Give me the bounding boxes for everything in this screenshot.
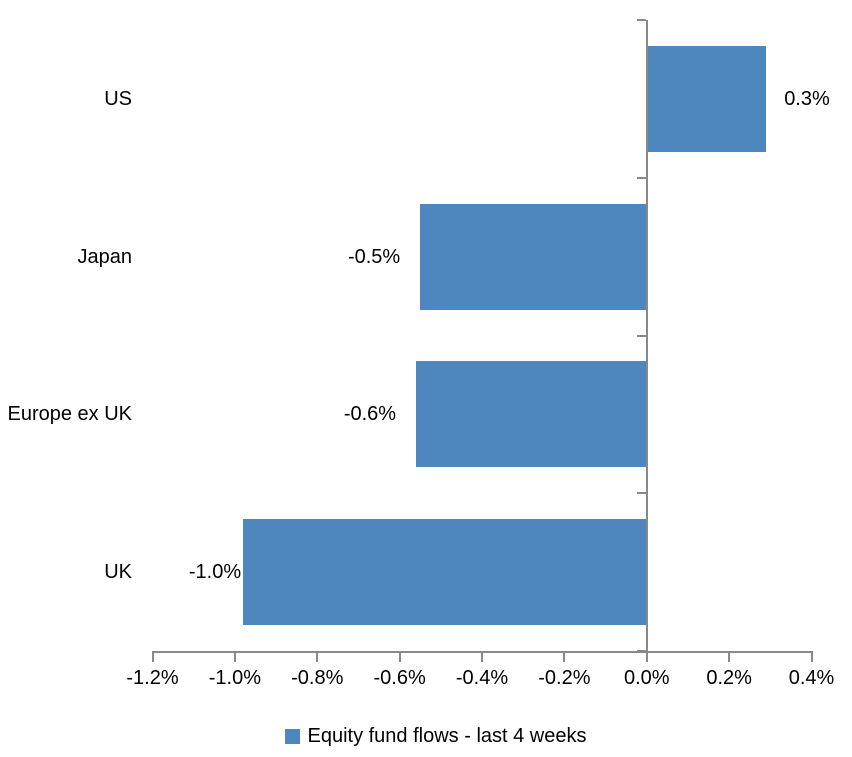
data-label-uk: -1.0% (188, 561, 242, 584)
value-axis-tick-label: 0.2% (706, 667, 752, 689)
category-axis-tick (636, 176, 646, 179)
value-axis-tick (233, 651, 236, 662)
value-axis-tick-label: -0.4% (455, 667, 509, 689)
value-axis-tick (728, 651, 731, 662)
category-axis-line (645, 20, 648, 653)
data-label-europe-ex-uk: -0.6% (343, 403, 397, 426)
legend-label: Equity fund flows - last 4 weeks (307, 725, 587, 747)
category-label-japan: Japan (77, 245, 133, 268)
legend: Equity fund flows - last 4 weeks (10, 725, 852, 747)
value-axis-tick (563, 651, 566, 662)
value-axis-tick (810, 651, 813, 662)
category-label-us: US (104, 87, 132, 110)
value-axis-tick (316, 651, 319, 662)
category-axis-tick (636, 19, 646, 21)
value-axis-tick-label: -1.0% (208, 667, 261, 689)
value-axis-tick (398, 651, 401, 662)
data-label-japan: -0.5% (347, 245, 401, 268)
bar-europe-ex-uk (416, 361, 647, 468)
value-axis-tick-label: 0.0% (623, 667, 670, 689)
legend-series-marker-icon (285, 728, 301, 744)
category-label-uk: UK (104, 561, 132, 584)
value-axis-tick-label: -0.2% (538, 667, 591, 689)
bar-us (646, 45, 767, 152)
value-axis-tick-label: -0.8% (291, 667, 344, 689)
value-axis-tick-label: -1.2% (126, 667, 179, 689)
category-label-europe-ex-uk: Europe ex UK (7, 403, 132, 426)
value-axis-tick (151, 651, 154, 662)
bar-japan (420, 203, 647, 310)
data-label-us: 0.3% (784, 87, 830, 110)
value-axis-tick-label: -0.6% (373, 667, 426, 689)
bar-uk (243, 519, 647, 626)
value-axis-tick (481, 651, 483, 662)
value-axis-tick (645, 651, 648, 662)
category-axis-tick (636, 492, 646, 495)
value-axis-tick-label: 0.4% (788, 667, 835, 689)
category-axis-tick (636, 334, 646, 337)
